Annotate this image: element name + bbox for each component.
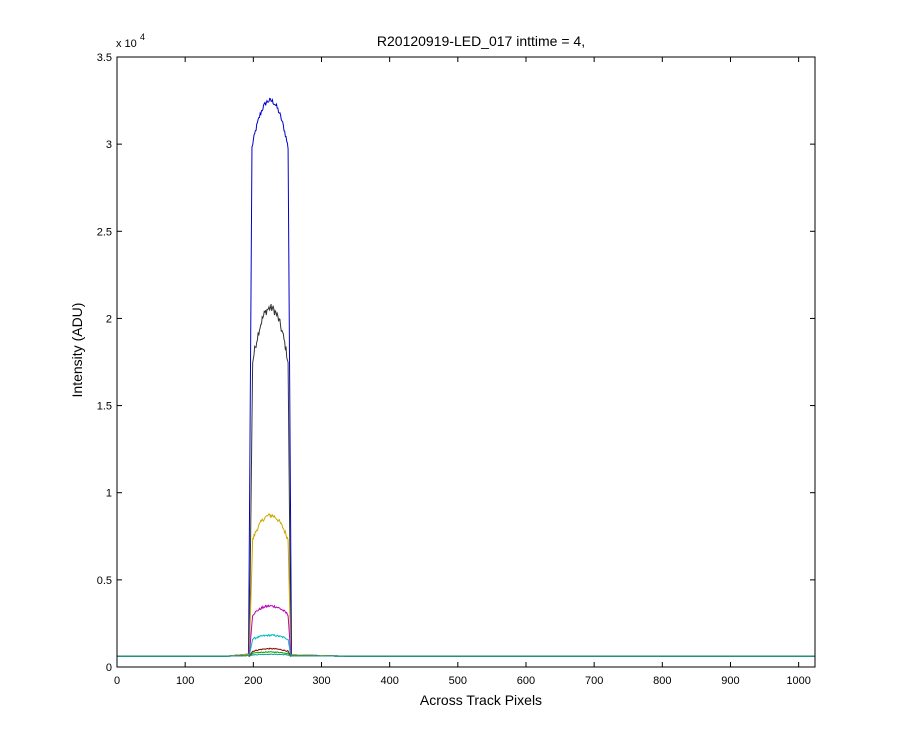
- plot-frame: [116, 56, 816, 668]
- x-tick-label: 700: [585, 675, 603, 687]
- y-tick-label: 2: [106, 313, 112, 325]
- y-tick-label: 2.5: [97, 226, 112, 238]
- x-tick-label: 300: [312, 675, 330, 687]
- y-axis: 0 0.5 1 1.5 2 2.5 3 3.5: [97, 52, 815, 674]
- y-multiplier-exponent: 4: [140, 32, 145, 42]
- x-tick-label: 900: [721, 675, 739, 687]
- x-tick-label: 200: [244, 675, 262, 687]
- y-tick-label: 3: [106, 139, 112, 151]
- x-tick-label: 0: [114, 675, 120, 687]
- x-axis: 0 100 200 300 400 500 600 700 800 900 1000: [114, 57, 811, 687]
- x-tick-label: 800: [653, 675, 671, 687]
- x-tick-label: 600: [517, 675, 535, 687]
- series-layer: [117, 97, 815, 658]
- x-tick-label: 100: [176, 675, 194, 687]
- x-axis-label: Across Track Pixels: [420, 692, 542, 708]
- y-tick-label: 0.5: [97, 575, 112, 587]
- plot-background: [117, 57, 815, 667]
- x-tick-label: 400: [380, 675, 398, 687]
- y-tick-label: 1.5: [97, 401, 112, 413]
- chart-title: R20120919-LED_017 inttime = 4,: [377, 33, 585, 49]
- y-tick-label: 0: [106, 662, 112, 674]
- x-tick-label: 1000: [786, 675, 810, 687]
- x-tick-label: 500: [449, 675, 467, 687]
- series-line-8: [117, 653, 815, 657]
- y-axis-label: Intensity (ADU): [69, 303, 85, 398]
- y-tick-label: 3.5: [97, 52, 112, 64]
- y-multiplier-base: x 10: [116, 38, 137, 50]
- y-tick-label: 1: [106, 488, 112, 500]
